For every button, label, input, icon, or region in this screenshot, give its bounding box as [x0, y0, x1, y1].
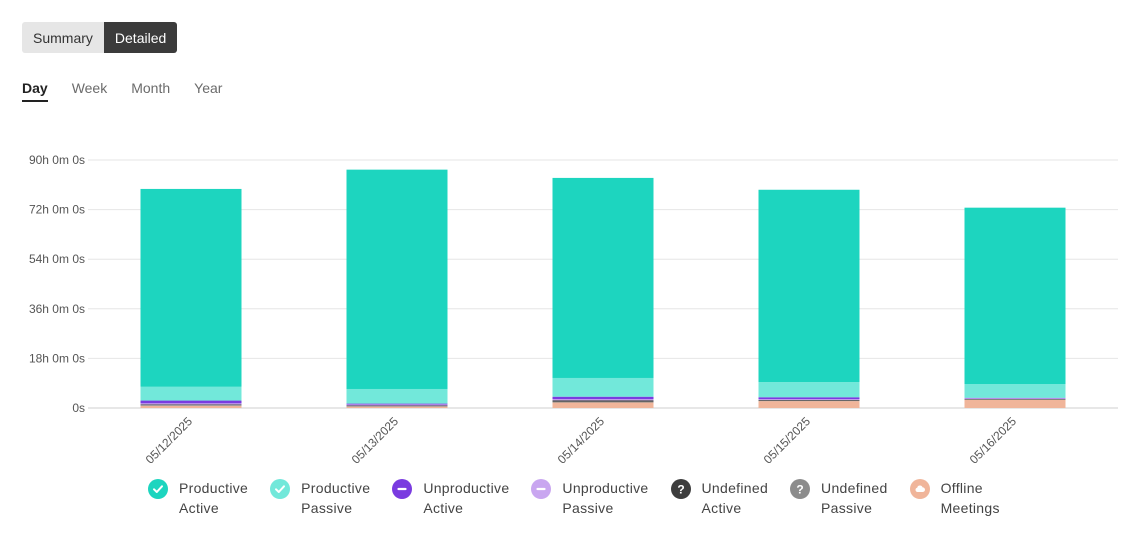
- bar-segment-productive-active[interactable]: [964, 207, 1066, 385]
- bar-segment-unproductive-passive[interactable]: [346, 404, 448, 406]
- tab-week[interactable]: Week: [71, 80, 108, 96]
- bar-segment-productive-active[interactable]: [346, 169, 448, 389]
- bar-segment-undefined-passive[interactable]: [346, 406, 448, 407]
- tab-month[interactable]: Month: [131, 80, 171, 96]
- y-tick-label: 90h 0m 0s: [29, 153, 85, 167]
- bar-segment-productive-passive[interactable]: [346, 388, 448, 404]
- check-circle-icon: [148, 479, 168, 499]
- bar-segment-productive-passive[interactable]: [552, 377, 654, 397]
- bar-segment-productive-passive[interactable]: [758, 382, 860, 398]
- summary-button[interactable]: Summary: [22, 22, 104, 53]
- tab-day[interactable]: Day: [22, 80, 48, 102]
- check-circle-icon: [270, 479, 291, 499]
- bar-segment-undefined-active[interactable]: [758, 400, 860, 401]
- legend-item-undefined-passive[interactable]: ? Undefined Passive: [790, 478, 888, 518]
- legend-label-line1: Unproductive: [423, 480, 510, 496]
- bar-segment-unproductive-passive[interactable]: [552, 399, 654, 401]
- period-tabs: Day Week Month Year: [22, 80, 222, 102]
- legend-item-offline-meetings[interactable]: Offline Meetings: [909, 478, 1000, 518]
- legend-item-undefined-active[interactable]: ? Undefined Active: [670, 478, 769, 518]
- bar-segment-offline-meetings[interactable]: [758, 401, 860, 408]
- svg-text:?: ?: [677, 483, 684, 497]
- legend-label-line1: Undefined: [821, 480, 888, 496]
- legend-label-line2: Active: [701, 500, 742, 516]
- legend-label-line1: Unproductive: [562, 480, 649, 496]
- y-tick-label: 18h 0m 0s: [29, 351, 85, 365]
- y-tick-label: 0s: [72, 401, 85, 415]
- bar-segment-undefined-passive[interactable]: [758, 400, 860, 402]
- legend-label-line1: Productive: [301, 480, 371, 496]
- x-tick-label: 05/13/2025: [349, 414, 402, 467]
- tab-year[interactable]: Year: [194, 80, 223, 96]
- detailed-button[interactable]: Detailed: [103, 22, 178, 53]
- legend-label-line1: Productive: [179, 480, 249, 496]
- x-tick-label: 05/14/2025: [555, 414, 608, 467]
- bar-segment-undefined-active[interactable]: [552, 400, 654, 402]
- x-tick-label: 05/12/2025: [143, 414, 196, 467]
- legend-label-line2: Passive: [301, 500, 353, 516]
- question-circle-icon: ?: [670, 479, 691, 499]
- minus-circle-icon: [531, 479, 552, 499]
- bar-segment-undefined-active[interactable]: [346, 405, 448, 407]
- legend-label-line1: Undefined: [701, 480, 769, 496]
- legend-item-productive-passive[interactable]: Productive Passive: [270, 478, 370, 518]
- legend-label-line2: Active: [423, 500, 464, 516]
- bar-segment-unproductive-active[interactable]: [552, 396, 654, 400]
- y-tick-label: 72h 0m 0s: [29, 203, 85, 217]
- legend-item-unproductive-active[interactable]: Unproductive Active: [392, 478, 509, 518]
- view-toggle: Summary Detailed: [22, 22, 178, 53]
- bar-segment-undefined-passive[interactable]: [140, 404, 242, 406]
- x-tick-label: 05/16/2025: [967, 414, 1020, 467]
- legend-label-line1: Offline: [940, 480, 983, 496]
- bar-segment-offline-meetings[interactable]: [552, 402, 654, 408]
- x-tick-label: 05/15/2025: [761, 414, 814, 467]
- bar-segment-unproductive-passive[interactable]: [964, 398, 1066, 399]
- cloud-circle-icon: [909, 479, 930, 499]
- y-tick-label: 36h 0m 0s: [29, 302, 85, 316]
- question-circle-icon: ?: [790, 479, 811, 499]
- bar-segment-unproductive-passive[interactable]: [758, 399, 860, 401]
- bar-segment-unproductive-passive[interactable]: [140, 403, 242, 405]
- legend-label-line2: Passive: [562, 500, 614, 516]
- bar-segment-unproductive-active[interactable]: [964, 397, 1066, 399]
- legend-item-productive-active[interactable]: Productive Active: [148, 478, 248, 518]
- minus-circle-icon: [392, 479, 413, 499]
- svg-text:?: ?: [796, 483, 803, 497]
- bar-segment-productive-active[interactable]: [758, 189, 860, 383]
- bar-segment-productive-active[interactable]: [552, 177, 654, 378]
- bar-segment-unproductive-active[interactable]: [346, 403, 448, 405]
- bar-segment-undefined-passive[interactable]: [552, 401, 654, 403]
- chart-legend: Productive Active Productive Passive Unp…: [148, 478, 1022, 518]
- bar-segment-undefined-active[interactable]: [140, 404, 242, 405]
- legend-label-line2: Active: [179, 500, 219, 516]
- legend-label-line2: Meetings: [940, 500, 1000, 516]
- y-tick-label: 54h 0m 0s: [29, 252, 85, 266]
- legend-item-unproductive-passive[interactable]: Unproductive Passive: [531, 478, 648, 518]
- stacked-bar-chart: 0s 18h 0m 0s 36h 0m 0s 54h 0m 0s 72h 0m 0s 90…: [29, 153, 1118, 467]
- legend-label-line2: Passive: [821, 500, 873, 516]
- bar-segment-offline-meetings[interactable]: [964, 399, 1066, 408]
- bar-segment-unproductive-active[interactable]: [758, 397, 860, 400]
- bar-segment-productive-active[interactable]: [140, 188, 242, 387]
- bar-segment-undefined-active[interactable]: [964, 398, 1066, 400]
- bar-segment-offline-meetings[interactable]: [140, 405, 242, 408]
- bar-segment-offline-meetings[interactable]: [346, 406, 448, 408]
- bar-segment-productive-passive[interactable]: [964, 384, 1066, 398]
- bar-segment-productive-passive[interactable]: [140, 386, 242, 401]
- bar-segment-unproductive-active[interactable]: [140, 400, 242, 404]
